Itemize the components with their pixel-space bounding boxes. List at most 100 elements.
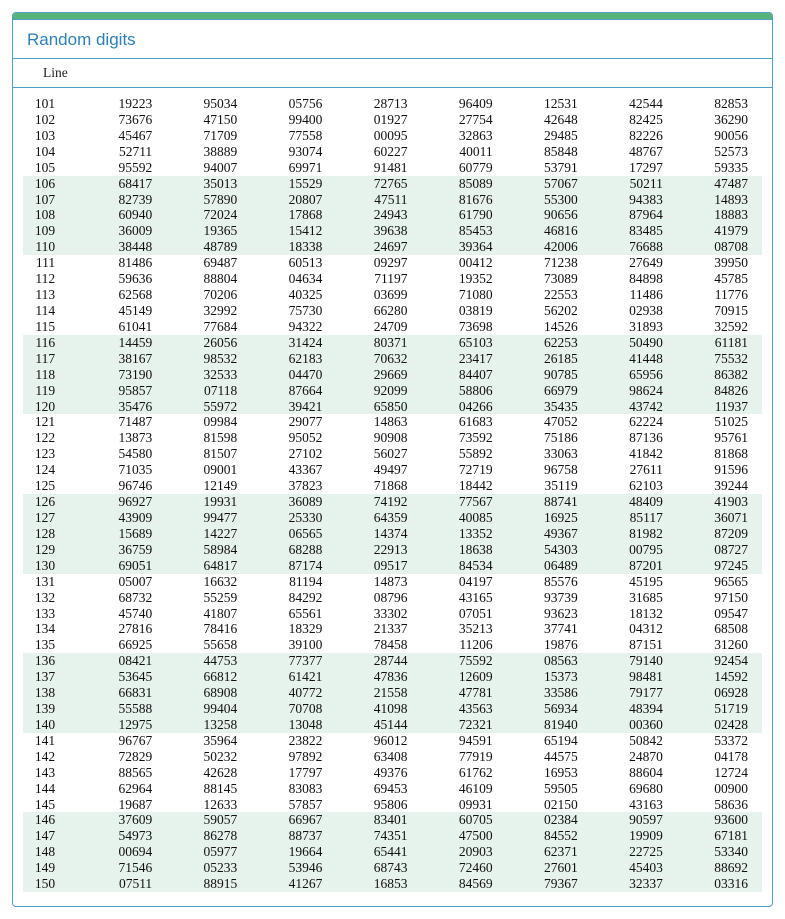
data-cell: 37741 xyxy=(507,621,592,637)
table-row: 1269692719931360897419277567887414840941… xyxy=(23,494,762,510)
data-cell: 40011 xyxy=(422,144,507,160)
data-cell: 24709 xyxy=(336,319,421,335)
data-cell: 68288 xyxy=(251,542,336,558)
data-cell: 13258 xyxy=(166,717,251,733)
data-cell: 81486 xyxy=(81,255,166,271)
data-cell: 81868 xyxy=(677,446,762,462)
data-cell: 19909 xyxy=(592,828,677,844)
data-cell: 19365 xyxy=(166,223,251,239)
data-cell: 58636 xyxy=(677,797,762,813)
data-cell: 23822 xyxy=(251,733,336,749)
line-cell: 113 xyxy=(23,287,81,303)
data-cell: 08796 xyxy=(336,590,421,606)
data-cell: 31893 xyxy=(592,319,677,335)
data-cell: 63408 xyxy=(336,749,421,765)
data-cell: 88604 xyxy=(592,765,677,781)
data-cell: 33586 xyxy=(507,685,592,701)
data-cell: 79140 xyxy=(592,653,677,669)
data-cell: 71197 xyxy=(336,271,421,287)
data-cell: 00360 xyxy=(592,717,677,733)
data-cell: 04178 xyxy=(677,749,762,765)
data-cell: 84826 xyxy=(677,383,762,399)
data-cell: 72765 xyxy=(336,176,421,192)
data-cell: 06489 xyxy=(507,558,592,574)
data-cell: 17797 xyxy=(251,765,336,781)
data-cell: 19876 xyxy=(507,637,592,653)
data-cell: 45467 xyxy=(81,128,166,144)
data-cell: 04470 xyxy=(251,367,336,383)
data-cell: 14227 xyxy=(166,526,251,542)
table-row: 1427282950232978926340877919445752487004… xyxy=(23,749,762,765)
table-row: 1451968712633578579580609931021504316358… xyxy=(23,797,762,813)
data-cell: 93074 xyxy=(251,144,336,160)
data-cell: 82226 xyxy=(592,128,677,144)
data-cell: 05233 xyxy=(166,860,251,876)
data-cell: 18329 xyxy=(251,621,336,637)
data-cell: 12531 xyxy=(507,96,592,112)
data-cell: 41448 xyxy=(592,351,677,367)
data-cell: 93623 xyxy=(507,606,592,622)
data-cell: 14863 xyxy=(336,414,421,430)
data-cell: 08708 xyxy=(677,239,762,255)
table-row: 1480069405977196646544120903623712272553… xyxy=(23,844,762,860)
data-cell: 78458 xyxy=(336,637,421,653)
data-cell: 04312 xyxy=(592,621,677,637)
header-row: Line xyxy=(13,59,772,88)
data-cell: 86382 xyxy=(677,367,762,383)
table-row: 1161445926056314248037165103622535049061… xyxy=(23,335,762,351)
data-cell: 96767 xyxy=(81,733,166,749)
data-cell: 13873 xyxy=(81,430,166,446)
line-cell: 144 xyxy=(23,781,81,797)
data-cell: 44575 xyxy=(507,749,592,765)
data-cell: 28744 xyxy=(336,653,421,669)
data-cell: 62964 xyxy=(81,781,166,797)
line-cell: 104 xyxy=(23,144,81,160)
data-cell: 49497 xyxy=(336,462,421,478)
data-cell: 41267 xyxy=(251,876,336,892)
data-cell: 79367 xyxy=(507,876,592,892)
table-row: 1187319032533044702966984407907856595686… xyxy=(23,367,762,383)
data-cell: 71035 xyxy=(81,462,166,478)
data-cell: 81676 xyxy=(422,192,507,208)
data-cell: 67181 xyxy=(677,828,762,844)
data-cell: 43742 xyxy=(592,399,677,415)
data-cell: 14459 xyxy=(81,335,166,351)
data-cell: 55588 xyxy=(81,701,166,717)
data-cell: 85453 xyxy=(422,223,507,239)
data-cell: 59335 xyxy=(677,160,762,176)
data-cell: 35964 xyxy=(166,733,251,749)
data-cell: 84407 xyxy=(422,367,507,383)
line-cell: 132 xyxy=(23,590,81,606)
data-cell: 35213 xyxy=(422,621,507,637)
data-cell: 45740 xyxy=(81,606,166,622)
data-cell: 91481 xyxy=(336,160,421,176)
data-cell: 68908 xyxy=(166,685,251,701)
data-cell: 50490 xyxy=(592,335,677,351)
data-cell: 71546 xyxy=(81,860,166,876)
data-cell: 35013 xyxy=(166,176,251,192)
data-cell: 80371 xyxy=(336,335,421,351)
data-cell: 29485 xyxy=(507,128,592,144)
table-row: 1034546771709775580009532863294858222690… xyxy=(23,128,762,144)
table-row: 1086094072024178682494361790906568796418… xyxy=(23,207,762,223)
data-cell: 42544 xyxy=(592,96,677,112)
line-cell: 148 xyxy=(23,844,81,860)
table-row: 1136256870206403250369971080225531148611… xyxy=(23,287,762,303)
line-cell: 128 xyxy=(23,526,81,542)
data-cell: 06565 xyxy=(251,526,336,542)
data-cell: 43163 xyxy=(592,797,677,813)
line-cell: 129 xyxy=(23,542,81,558)
data-cell: 90908 xyxy=(336,430,421,446)
data-cell: 26056 xyxy=(166,335,251,351)
data-cell: 22913 xyxy=(336,542,421,558)
data-cell: 73592 xyxy=(422,430,507,446)
data-cell: 45149 xyxy=(81,303,166,319)
data-cell: 81940 xyxy=(507,717,592,733)
random-digits-card: Random digits Line 101192239503405756287… xyxy=(12,12,773,907)
data-cell: 00900 xyxy=(677,781,762,797)
data-cell: 97150 xyxy=(677,590,762,606)
data-cell: 39638 xyxy=(336,223,421,239)
line-cell: 140 xyxy=(23,717,81,733)
data-cell: 41807 xyxy=(166,606,251,622)
table-row: 1144514932992757306628003819562020293870… xyxy=(23,303,762,319)
